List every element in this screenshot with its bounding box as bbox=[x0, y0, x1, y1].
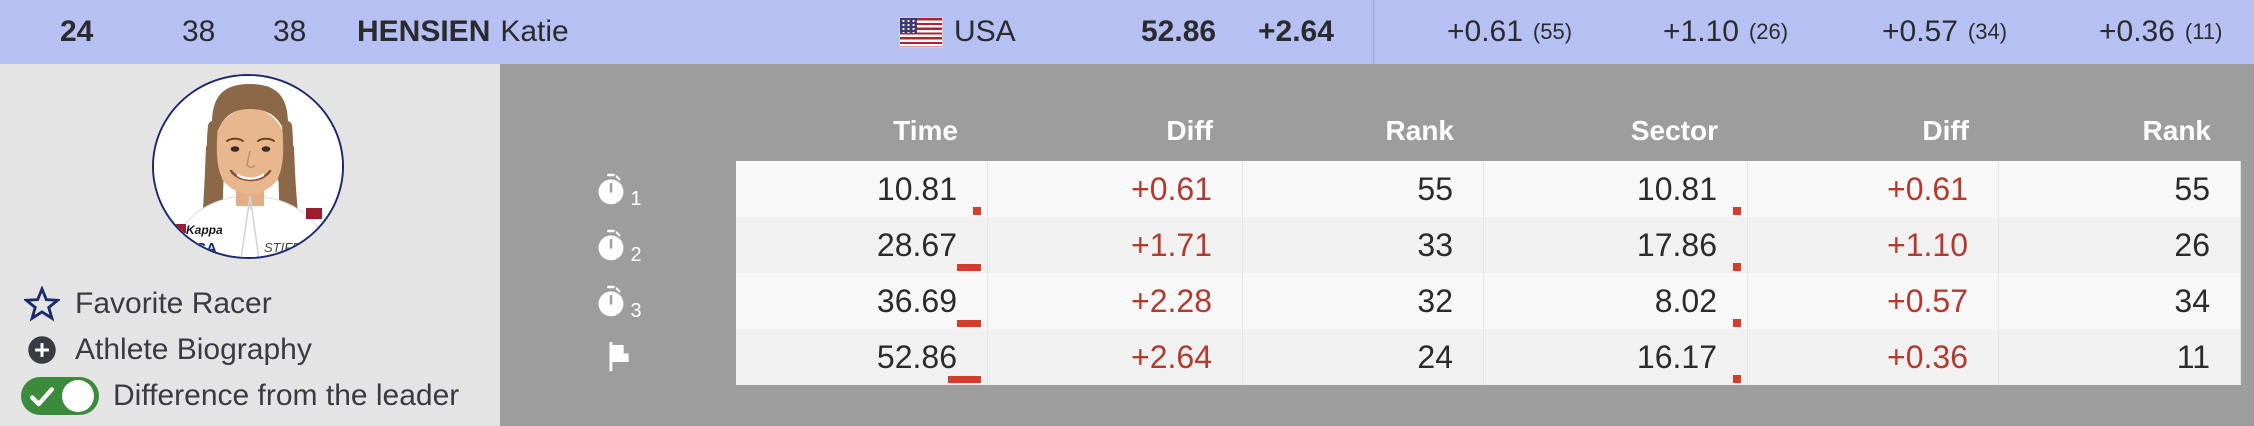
svg-text:VISA: VISA bbox=[182, 240, 217, 257]
svg-text:Kappa: Kappa bbox=[186, 223, 223, 237]
svg-text:STIFEL: STIFEL bbox=[264, 240, 308, 255]
